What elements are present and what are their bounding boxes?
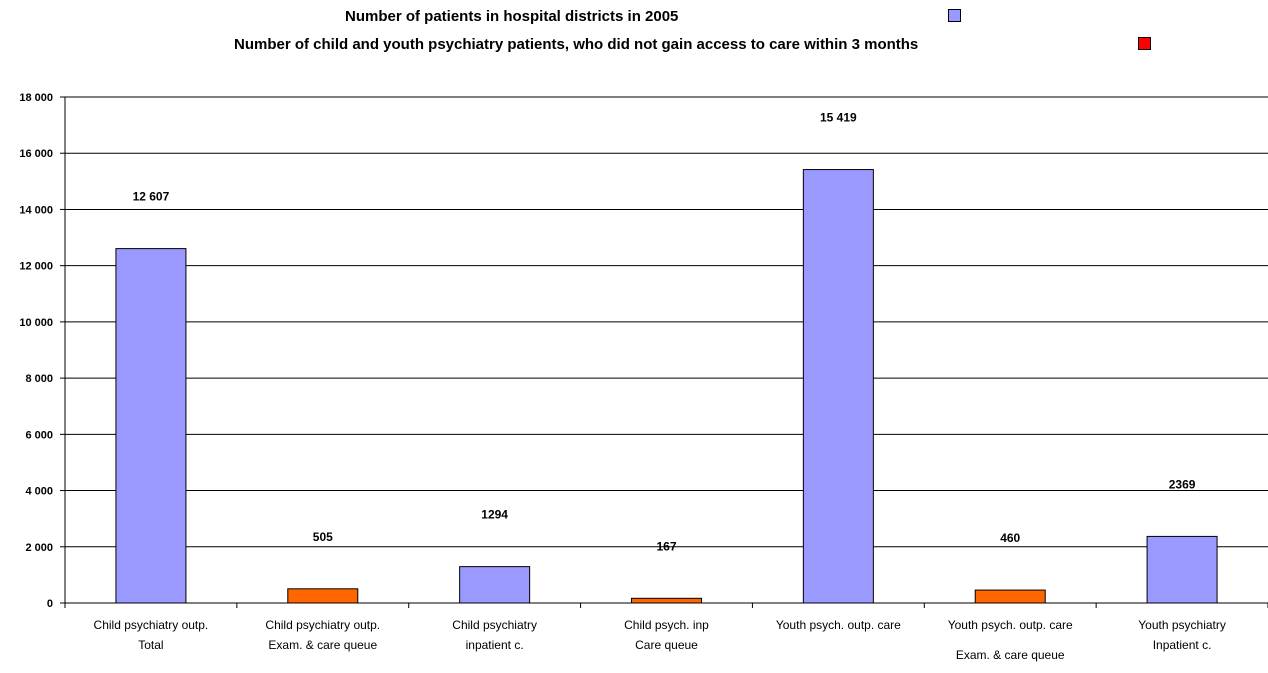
data-label: 1294 <box>481 508 508 522</box>
y-tick-label: 16 000 <box>19 148 53 160</box>
x-tick-label: Child psych. inp <box>624 618 709 632</box>
x-tick-label: Youth psych. outp. care <box>948 618 1073 632</box>
data-label: 2369 <box>1169 477 1196 491</box>
x-tick-label: inpatient c. <box>466 638 524 652</box>
bar <box>631 597 702 604</box>
y-tick-label: 4 000 <box>25 486 53 498</box>
y-tick-label: 18 000 <box>19 92 53 104</box>
y-tick-label: 8 000 <box>25 373 53 385</box>
data-label: 460 <box>1000 531 1020 545</box>
data-label: 15 419 <box>820 111 857 125</box>
y-tick-label: 14 000 <box>19 204 53 216</box>
x-tick-label: Child psychiatry outp. <box>265 618 380 632</box>
y-tick-label: 6 000 <box>25 429 53 441</box>
data-label: 12 607 <box>133 190 170 204</box>
legend-entry-2-swatch <box>1138 37 1151 50</box>
y-tick-label: 0 <box>47 598 53 610</box>
y-tick-label: 12 000 <box>19 261 53 273</box>
y-tick-label: 2 000 <box>25 542 53 554</box>
x-tick-label: Youth psychiatry <box>1138 618 1226 632</box>
legend-entry-2-label: Number of child and youth psychiatry pat… <box>234 36 919 53</box>
bar <box>287 588 359 604</box>
bar <box>115 248 187 604</box>
x-tick-label: Exam. & care queue <box>268 638 377 652</box>
x-tick-label: Care queue <box>635 638 698 652</box>
x-tick-label: Child psychiatry outp. <box>94 618 209 632</box>
legend-entry-1-label: Number of patients in hospital districts… <box>345 8 679 25</box>
bar <box>802 169 874 604</box>
bar <box>974 589 1046 604</box>
data-label: 505 <box>313 530 333 544</box>
y-tick-label: 10 000 <box>19 317 53 329</box>
data-label: 167 <box>656 539 676 553</box>
bar <box>459 566 531 604</box>
x-tick-label: Total <box>138 638 163 652</box>
x-tick-label: Child psychiatry <box>452 618 537 632</box>
legend-entry-1-swatch <box>948 9 961 22</box>
x-tick-label: Inpatient c. <box>1153 638 1212 652</box>
x-tick-label: Exam. & care queue <box>956 648 1065 662</box>
bar <box>1146 535 1218 604</box>
x-tick-label: Youth psych. outp. care <box>776 618 901 632</box>
